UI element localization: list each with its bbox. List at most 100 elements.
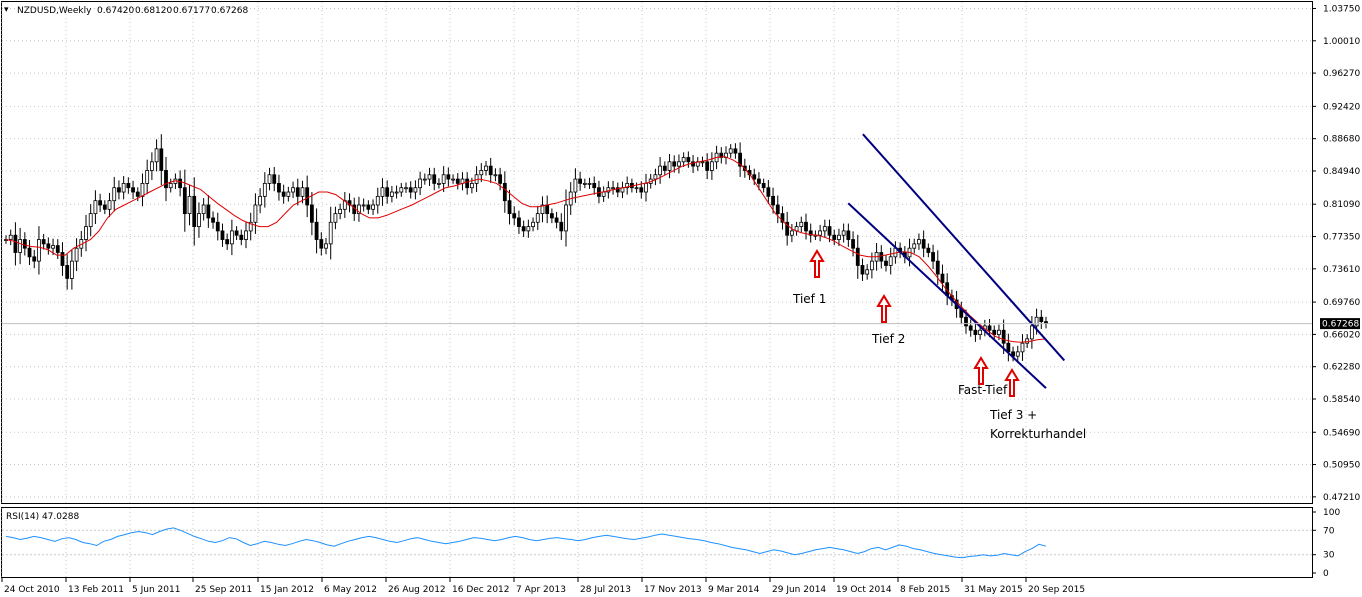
- y-tick-label: 0.96270: [1323, 69, 1360, 79]
- candle-body: [822, 226, 827, 232]
- candle-body: [84, 226, 88, 240]
- candle-body: [667, 161, 672, 171]
- candle-body: [987, 325, 992, 331]
- x-tick-label: 26 Aug 2012: [388, 585, 446, 595]
- candle-body: [55, 245, 60, 253]
- candle-body: [281, 191, 286, 197]
- candle-body: [738, 152, 743, 167]
- candle-body: [380, 187, 385, 197]
- candle-body: [300, 187, 305, 197]
- ohlc-open: 0.67420: [97, 6, 134, 16]
- candle-body: [611, 187, 615, 190]
- candle-body: [121, 182, 126, 193]
- candle-body: [662, 165, 667, 171]
- rsi-plot-frame: [1, 507, 1313, 578]
- x-tick-label: 8 Feb 2015: [900, 585, 950, 595]
- ohlc-low: 0.67177: [173, 6, 210, 16]
- candle-body: [997, 329, 1001, 335]
- candle-body: [771, 195, 775, 206]
- candle-body: [215, 221, 220, 232]
- candle-body: [705, 161, 710, 171]
- candle-body: [921, 239, 926, 249]
- candle-body: [1006, 342, 1011, 353]
- candle-body: [521, 226, 526, 232]
- candle-body: [135, 191, 140, 197]
- candle-body: [389, 191, 394, 197]
- x-tick-label: 7 Apr 2013: [516, 585, 566, 595]
- candle-body: [18, 239, 23, 253]
- candle-body: [206, 204, 211, 219]
- rsi-tick-label: 70: [1323, 526, 1335, 536]
- candle-body: [841, 230, 846, 236]
- candle-body: [65, 265, 70, 279]
- candle-body: [935, 260, 940, 275]
- candle-body: [225, 239, 230, 245]
- candle-body: [733, 148, 738, 154]
- current-price-label: 0.67268: [1322, 320, 1359, 330]
- y-tick-label: 0.84940: [1323, 167, 1360, 177]
- arrow-tief-1: [809, 249, 825, 278]
- y-tick-label: 0.88680: [1323, 135, 1360, 145]
- y-tick-label: 0.50950: [1323, 461, 1360, 471]
- candle-body: [582, 182, 587, 185]
- candle-body: [328, 221, 333, 245]
- candle-body: [488, 165, 493, 176]
- candle-body: [498, 174, 503, 184]
- candle-body: [860, 265, 865, 275]
- candle-body: [761, 182, 766, 189]
- candle-body: [333, 213, 338, 223]
- candle-body: [211, 217, 215, 223]
- x-tick-label: 5 Jun 2011: [132, 585, 180, 595]
- candle-body: [587, 182, 592, 185]
- candle-body: [978, 329, 983, 335]
- x-tick-label: 13 Feb 2011: [68, 585, 124, 595]
- candle-body: [502, 182, 507, 202]
- candle-body: [361, 204, 366, 207]
- candle-body: [46, 243, 51, 249]
- candle-body: [691, 161, 695, 167]
- candle-body: [178, 178, 183, 189]
- candle-body: [484, 165, 488, 171]
- arrow-fast-tief: [973, 356, 989, 385]
- symbol-label: NZDUSD,Weekly: [17, 6, 92, 16]
- candle-body: [418, 178, 423, 189]
- candle-body: [220, 230, 225, 240]
- candle-body: [719, 152, 724, 158]
- annotation-korrekturhandel: Korrekturhandel: [990, 427, 1086, 441]
- candle-body: [658, 165, 663, 176]
- candle-body: [182, 187, 187, 215]
- candle-body: [931, 252, 935, 262]
- x-tick-label: 29 Jun 2014: [772, 585, 826, 595]
- candle-body: [884, 260, 888, 266]
- candle-body: [469, 182, 474, 189]
- candle-body: [1039, 316, 1044, 323]
- rsi-tick-label: 30: [1323, 551, 1335, 561]
- candle-body: [314, 221, 319, 240]
- candle-body: [324, 243, 328, 249]
- candle-body: [32, 256, 37, 262]
- candle-body: [917, 239, 921, 245]
- candle-body: [832, 234, 837, 240]
- candle-body: [851, 239, 855, 249]
- x-tick-label: 25 Sep 2011: [195, 585, 252, 595]
- candle-body: [229, 230, 234, 245]
- candle-body: [686, 157, 691, 163]
- candle-body: [827, 226, 832, 236]
- candle-body: [437, 182, 441, 185]
- candle-body: [427, 174, 432, 180]
- candle-body: [479, 170, 484, 176]
- candle-body: [357, 204, 361, 215]
- candle-body: [149, 161, 154, 171]
- x-tick-label: 31 May 2015: [964, 585, 1023, 595]
- y-tick-label: 0.77350: [1323, 233, 1360, 243]
- candle-body: [785, 221, 790, 236]
- y-tick-label: 0.81090: [1323, 200, 1360, 210]
- candle-body: [112, 187, 117, 202]
- candle-body: [286, 191, 291, 197]
- annotation-arrows: [809, 249, 1020, 397]
- candle-body: [258, 195, 263, 206]
- y-tick-label: 1.03750: [1323, 4, 1360, 14]
- annotation-tief-3: Tief 3 +: [989, 408, 1037, 422]
- candle-body: [846, 230, 851, 240]
